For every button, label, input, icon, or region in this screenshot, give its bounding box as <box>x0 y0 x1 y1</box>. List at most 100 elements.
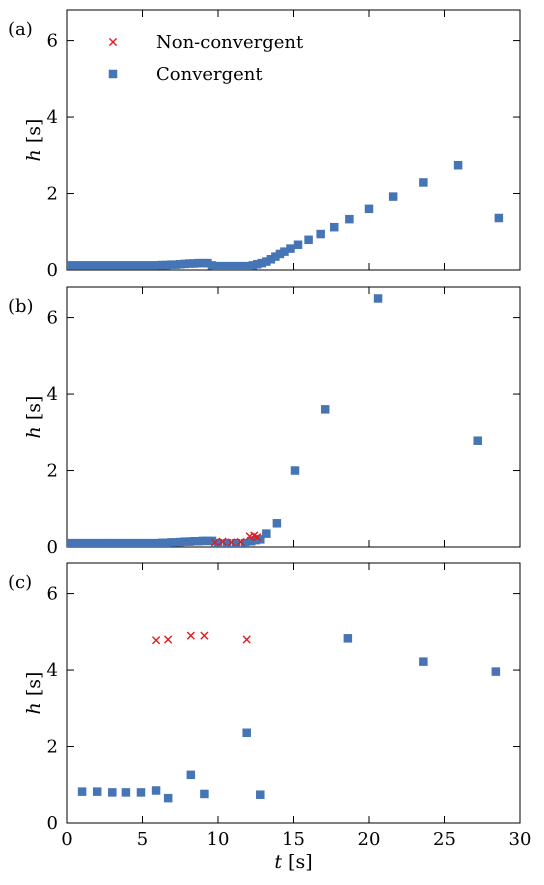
x-tick-label: 20 <box>358 829 381 850</box>
convergent-point <box>198 258 208 268</box>
convergent-point <box>117 538 126 547</box>
convergent-point <box>216 261 226 270</box>
convergent-point <box>225 261 235 270</box>
convergent-point <box>234 261 244 270</box>
convergent-point <box>257 258 267 268</box>
x-tick-label: 15 <box>282 829 305 850</box>
convergent-point <box>92 787 102 796</box>
convergent-point <box>221 261 230 270</box>
panel-label: (b) <box>8 296 34 317</box>
convergent-point <box>171 538 180 547</box>
convergent-point <box>144 261 153 270</box>
y-tick-label: 0 <box>47 537 58 558</box>
convergent-point <box>200 789 209 799</box>
convergent-point <box>243 261 253 270</box>
convergent-point <box>85 538 94 547</box>
convergent-point <box>108 788 117 797</box>
convergent-point <box>286 244 295 253</box>
convergent-point <box>171 260 180 269</box>
legend-cross-icon <box>108 37 118 47</box>
panel-3: 0 5 10 15 20 25 30 0 2 4 6 h [s] t [s] (c) <box>8 562 532 873</box>
convergent-point <box>162 538 171 547</box>
convergent-point <box>130 261 140 270</box>
convergent-point <box>290 466 300 475</box>
convergent-point <box>248 261 257 270</box>
non-convergent-point <box>242 635 251 644</box>
convergent-point <box>71 261 81 270</box>
convergent-point <box>242 728 251 738</box>
plot-frame <box>66 286 521 548</box>
convergent-point <box>185 259 194 268</box>
convergent-point <box>275 249 285 259</box>
convergent-point <box>345 214 354 224</box>
convergent-point <box>67 261 76 270</box>
convergent-point <box>185 537 194 546</box>
data-layer <box>67 294 482 547</box>
non-convergent-point <box>151 636 161 645</box>
convergent-point <box>108 538 117 547</box>
convergent-point <box>343 634 353 643</box>
convergent-point <box>148 538 158 547</box>
convergent-point <box>117 261 126 270</box>
y-axis-label: h [s] <box>23 672 45 715</box>
y-tick-label: 0 <box>47 813 58 834</box>
convergent-point <box>144 538 153 547</box>
convergent-point <box>189 259 199 268</box>
convergent-point <box>271 252 280 261</box>
non-convergent-point <box>253 532 262 542</box>
convergent-point <box>126 538 135 547</box>
convergent-point <box>207 536 217 546</box>
convergent-point <box>180 259 190 269</box>
non-convergent-point <box>236 537 245 547</box>
convergent-point <box>491 667 501 676</box>
convergent-point <box>419 657 428 666</box>
convergent-point <box>166 260 176 269</box>
convergent-point <box>135 261 144 270</box>
x-tick-label: 30 <box>509 829 532 850</box>
convergent-point <box>239 261 248 270</box>
convergent-point <box>103 538 113 547</box>
convergent-point <box>207 261 217 270</box>
x-axis-label: t [s] <box>274 851 312 873</box>
convergent-point <box>153 538 162 547</box>
convergent-point <box>126 261 135 270</box>
convergent-point <box>151 786 161 795</box>
y-tick-label: 4 <box>47 107 58 128</box>
convergent-point <box>135 538 144 547</box>
convergent-point <box>272 519 282 528</box>
convergent-point <box>139 538 149 547</box>
non-convergent-point <box>186 631 195 640</box>
convergent-point <box>98 538 108 547</box>
legend: Non-convergent Convergent <box>108 32 304 85</box>
convergent-point <box>231 538 241 547</box>
y-tick-label: 2 <box>47 461 58 482</box>
convergent-point <box>80 261 90 270</box>
convergent-point <box>121 261 131 270</box>
convergent-point <box>293 240 303 250</box>
x-tick-label: 25 <box>433 829 456 850</box>
convergent-point <box>203 258 212 268</box>
convergent-point <box>176 537 185 547</box>
x-tick-label: 5 <box>137 829 148 850</box>
convergent-point <box>266 255 276 264</box>
legend-label: Non-convergent <box>156 32 304 53</box>
non-convergent-point <box>227 538 236 547</box>
convergent-point <box>121 538 131 547</box>
convergent-point <box>189 537 199 546</box>
convergent-point <box>163 793 173 803</box>
convergent-point <box>453 160 463 170</box>
convergent-point <box>222 538 232 547</box>
convergent-point <box>246 537 256 546</box>
convergent-point <box>103 261 113 270</box>
y-axis-label: h [s] <box>23 119 45 162</box>
convergent-point <box>98 261 108 270</box>
non-convergent-point <box>210 538 220 547</box>
convergent-point <box>94 538 103 547</box>
y-tick-label: 0 <box>47 260 58 281</box>
convergent-point <box>194 258 203 268</box>
convergent-point <box>373 294 383 303</box>
convergent-point <box>473 436 482 445</box>
convergent-point <box>230 261 239 270</box>
convergent-point <box>316 229 325 239</box>
convergent-point <box>213 538 223 547</box>
